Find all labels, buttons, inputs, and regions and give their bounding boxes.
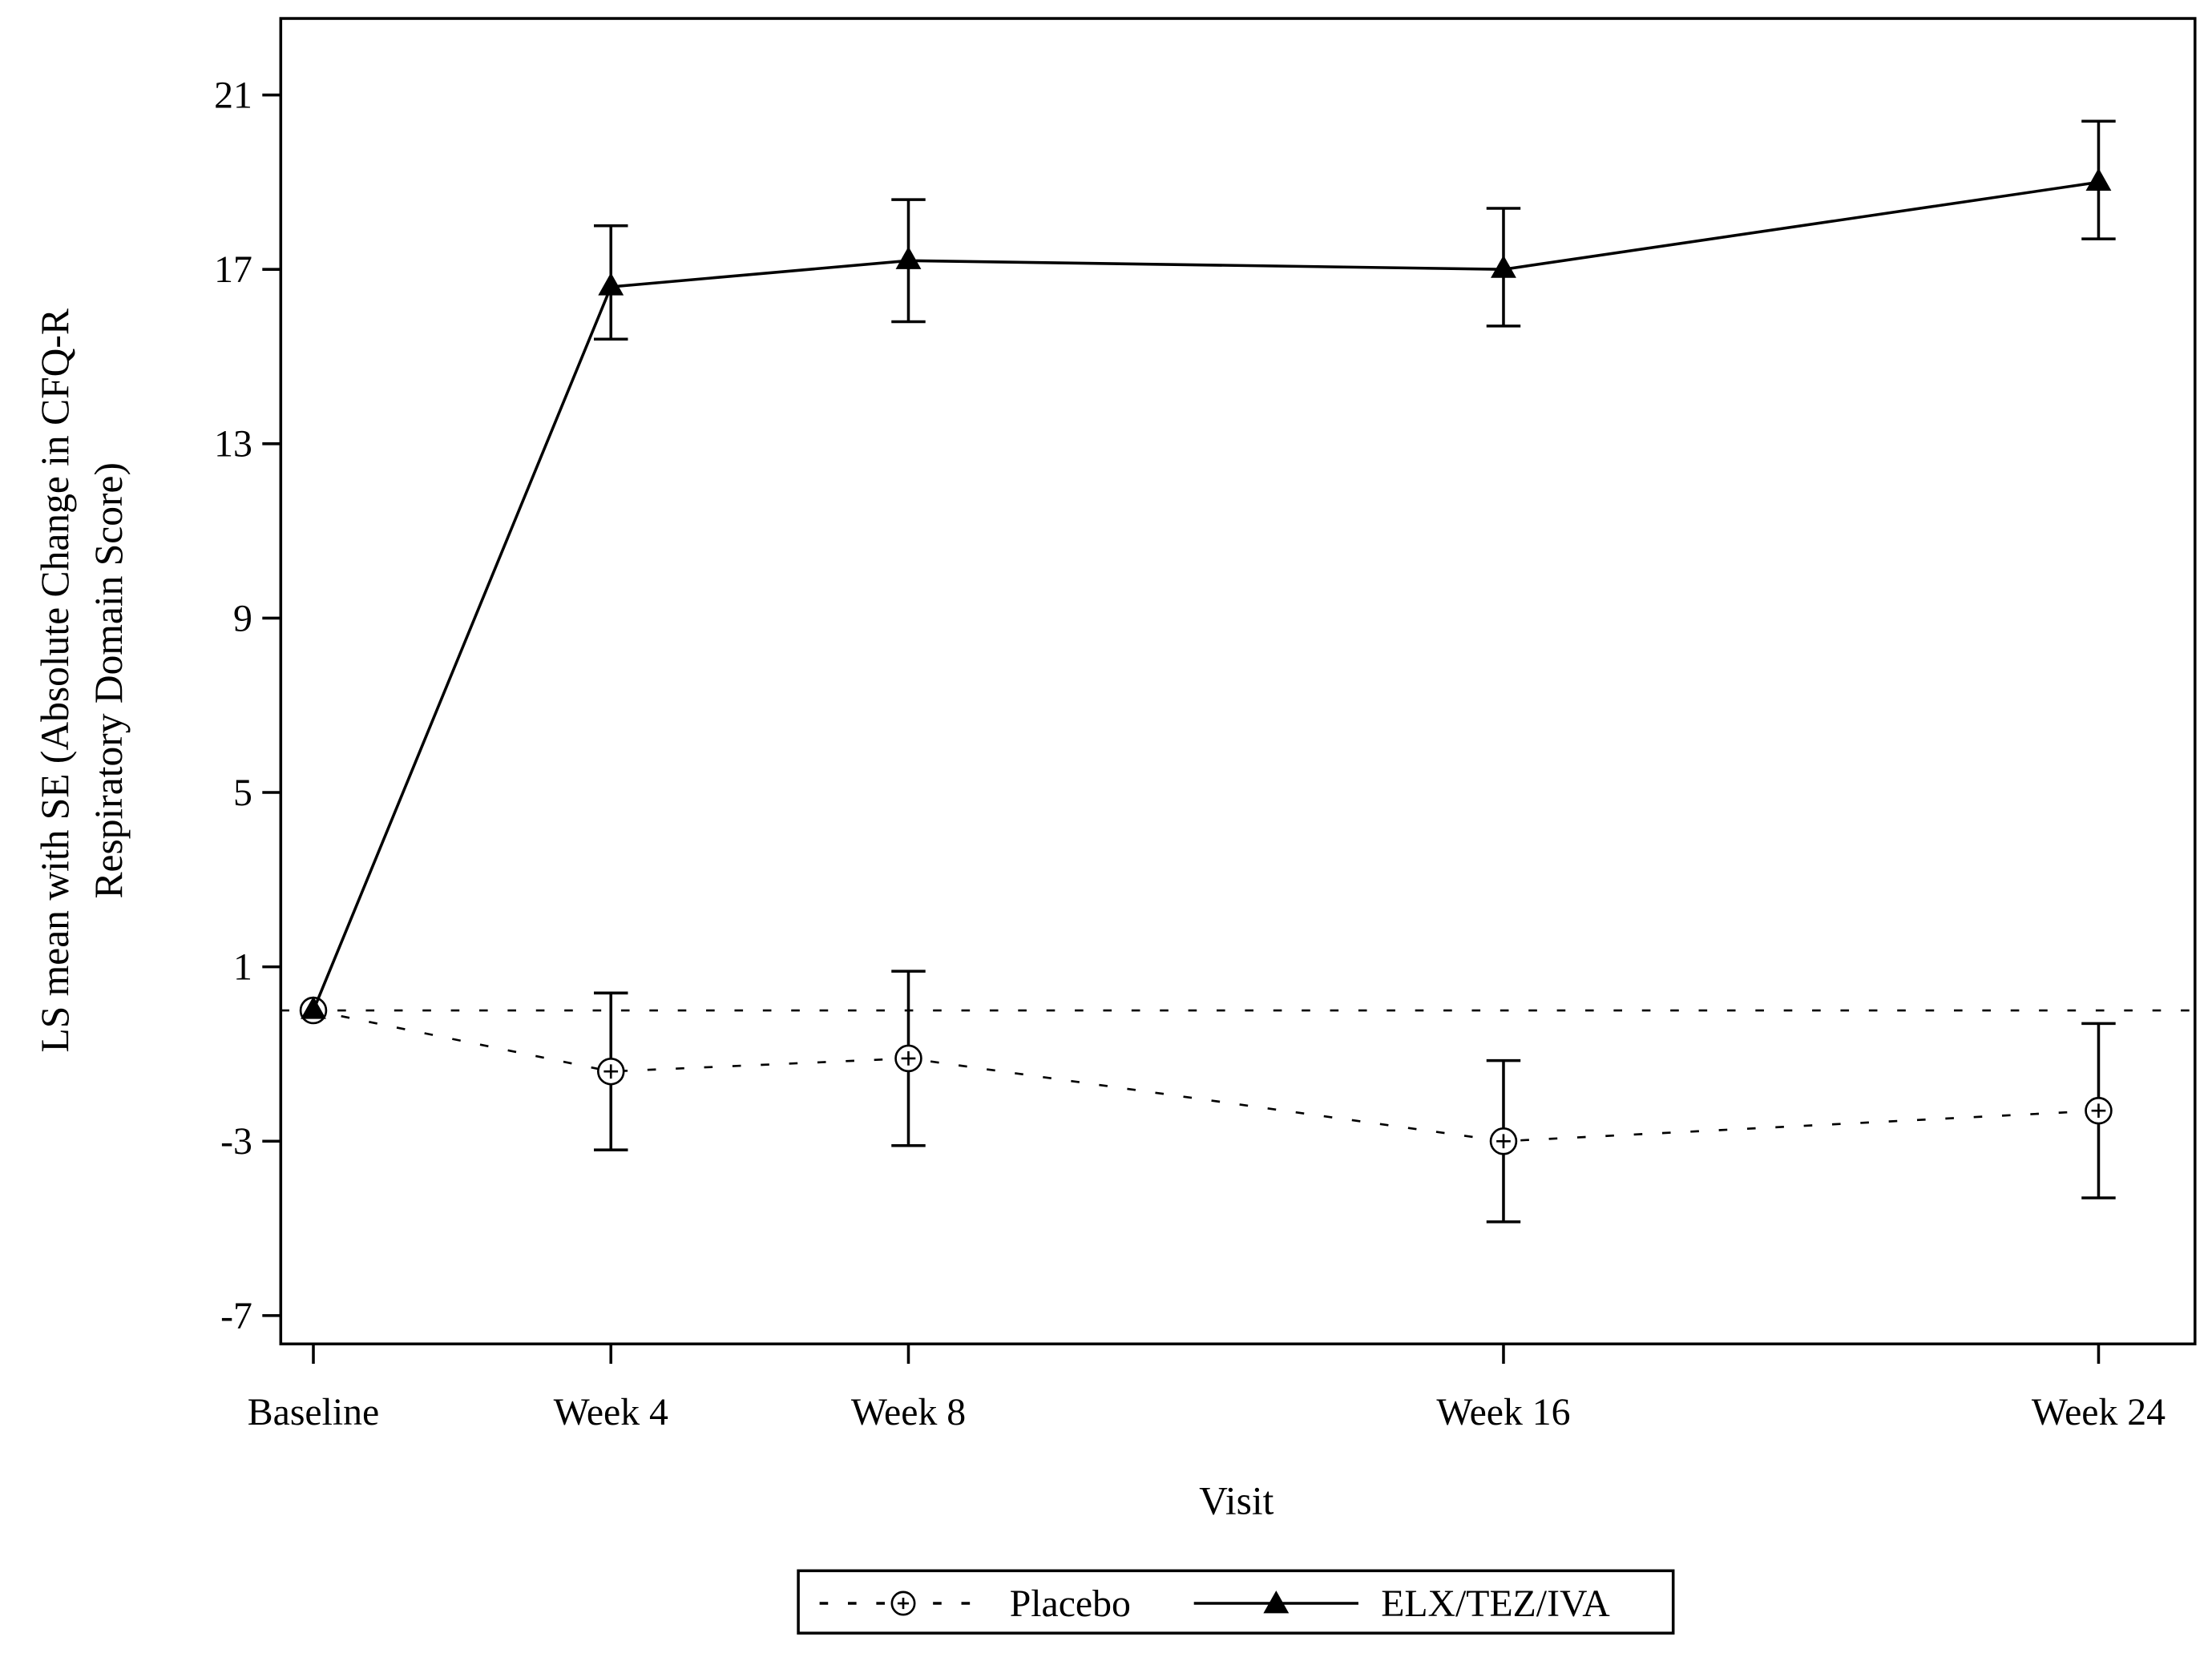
data-point-placebo-plus <box>2091 1103 2106 1119</box>
series-line-elx-tez-iva <box>312 180 2099 1011</box>
data-point-placebo-plus <box>1496 1134 1511 1149</box>
legend-placebo-label: Placebo <box>1010 1582 1131 1625</box>
plot-area <box>281 119 2195 1224</box>
x-tick-label: Week 24 <box>2032 1391 2166 1433</box>
legend: Placebo ELX/TEZ/IVA <box>797 1569 1675 1635</box>
x-tick-label: Week 4 <box>554 1391 668 1433</box>
data-point-placebo-plus <box>603 1064 619 1079</box>
y-axis: 21 17 13 9 5 1 -3 -7 <box>214 75 281 1337</box>
y-tick-label: -7 <box>220 1295 252 1337</box>
data-point-elx-tez-iva <box>895 246 922 269</box>
y-tick-label: 17 <box>214 248 252 291</box>
y-tick-label: -3 <box>220 1120 252 1163</box>
y-tick-label: 1 <box>233 946 252 989</box>
x-tick-label: Week 16 <box>1436 1391 1570 1433</box>
series-line-placebo <box>313 1009 2099 1143</box>
data-point-elx-tez-iva <box>301 996 326 1019</box>
x-tick-label: Baseline <box>248 1391 379 1433</box>
y-axis-label-line1: LS mean with SE (Absolute Change in CFQ-… <box>33 308 77 1052</box>
plot-frame <box>279 17 2197 1346</box>
x-tick-label: Week 8 <box>851 1391 966 1433</box>
data-point-elx-tez-iva <box>598 272 624 296</box>
y-tick-label: 5 <box>233 772 252 814</box>
y-axis-label-line2: Respiratory Domain Score) <box>87 462 131 899</box>
data-point-elx-tez-iva <box>1491 255 1516 278</box>
y-tick-label: 9 <box>233 597 252 639</box>
legend-elx-marker <box>1263 1591 1290 1614</box>
y-tick-label: 21 <box>214 75 252 117</box>
legend-placebo-marker-plus <box>897 1597 910 1610</box>
legend-box <box>797 1569 1675 1635</box>
x-axis-label: Visit <box>1199 1479 1274 1523</box>
y-tick-label: 13 <box>214 423 252 466</box>
data-point-elx-tez-iva <box>2085 167 2112 191</box>
data-point-placebo-plus <box>901 1051 916 1066</box>
legend-elx-label: ELX/TEZ/IVA <box>1381 1582 1610 1625</box>
x-axis: Baseline Week 4 Week 8 Week 16 Week 24 <box>248 1344 2166 1433</box>
